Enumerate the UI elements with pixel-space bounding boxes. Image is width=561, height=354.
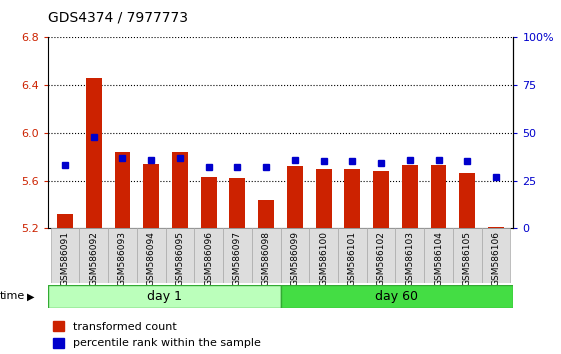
Text: GSM586096: GSM586096 [204,231,213,286]
Bar [165,228,194,283]
Legend: transformed count, percentile rank within the sample: transformed count, percentile rank withi… [53,321,261,348]
Text: GSM586091: GSM586091 [61,231,70,286]
Bar [453,228,482,283]
Bar [143,164,159,228]
Bar [280,228,309,283]
Text: GSM586100: GSM586100 [319,231,328,286]
Bar [402,165,418,228]
Bar [396,228,424,283]
Bar [172,152,188,228]
Bar [309,228,338,283]
Bar [316,169,332,228]
Bar [114,152,130,228]
Bar [201,177,217,228]
Bar [344,169,360,228]
Text: GSM586103: GSM586103 [406,231,415,286]
Bar [229,178,245,228]
Bar [194,228,223,283]
Text: GSM586097: GSM586097 [233,231,242,286]
Text: GSM586105: GSM586105 [463,231,472,286]
Bar [223,228,252,283]
Bar [108,228,137,283]
Bar [50,228,79,283]
Text: time: time [0,291,25,302]
Bar [79,228,108,283]
Text: day 1: day 1 [146,290,182,303]
Bar [137,228,165,283]
Text: ▶: ▶ [27,291,34,302]
Bar [258,200,274,228]
Text: GSM586106: GSM586106 [491,231,500,286]
Text: GSM586094: GSM586094 [146,231,155,286]
Text: GSM586099: GSM586099 [291,231,300,286]
Text: GSM586093: GSM586093 [118,231,127,286]
Bar [48,285,280,308]
Bar [57,214,73,228]
Bar [287,166,303,228]
Bar [424,228,453,283]
Text: GSM586104: GSM586104 [434,231,443,286]
Bar [488,227,504,228]
Text: GSM586098: GSM586098 [261,231,270,286]
Bar [86,78,102,228]
Text: GSM586092: GSM586092 [89,231,98,286]
Text: GSM586101: GSM586101 [348,231,357,286]
Bar [482,228,511,283]
Text: day 60: day 60 [375,290,419,303]
Text: GSM586095: GSM586095 [176,231,185,286]
Bar [338,228,367,283]
Bar [431,165,447,228]
Text: GDS4374 / 7977773: GDS4374 / 7977773 [48,11,188,25]
Bar [459,173,475,228]
Bar [373,171,389,228]
Bar [367,228,396,283]
Bar [280,285,513,308]
Bar [252,228,280,283]
Text: GSM586102: GSM586102 [376,231,385,286]
